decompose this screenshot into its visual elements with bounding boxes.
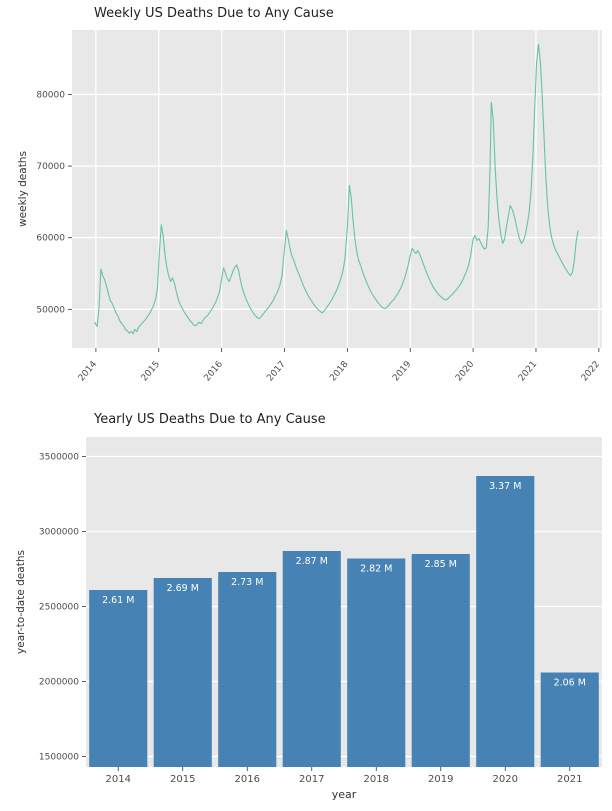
weekly-deaths-line: [94, 43, 579, 335]
x-tick-label: 2021: [557, 774, 582, 785]
x-tick-label: 2021: [517, 360, 539, 384]
bar-2021: [540, 672, 599, 767]
bar-2015: [153, 578, 212, 767]
y-tick-label: 2000000: [39, 678, 79, 688]
bar-2018: [347, 558, 406, 767]
x-tick-label: 2017: [299, 774, 324, 785]
x-tick-label: 2018: [328, 359, 351, 383]
y-tick-label: 50000: [36, 305, 65, 315]
x-tick-label: 2020: [493, 774, 518, 785]
y-tick-label: 1500000: [39, 753, 79, 763]
bar-value-label: 2.61 M: [102, 595, 134, 606]
bar-2017: [282, 551, 341, 767]
bar-value-label: 2.69 M: [167, 583, 199, 594]
bar-value-label: 2.06 M: [554, 678, 586, 689]
y-tick-label: 3500000: [39, 453, 79, 463]
x-axis-label: year: [332, 788, 357, 801]
x-tick-label: 2018: [364, 774, 389, 785]
y-tick-label: 80000: [36, 90, 65, 100]
y-tick-label: 60000: [36, 234, 65, 244]
x-tick-label: 2016: [203, 359, 226, 383]
yearly-chart-title: Yearly US Deaths Due to Any Cause: [94, 412, 326, 427]
x-tick-label: 2014: [77, 359, 100, 383]
x-tick-label: 2014: [106, 774, 131, 785]
y-tick-label: 3000000: [39, 528, 79, 538]
y-tick-label: 70000: [36, 162, 65, 172]
bar-value-label: 2.82 M: [360, 564, 392, 575]
bar-2019: [411, 554, 470, 767]
y-axis-label: year-to-date deaths: [15, 550, 27, 654]
plot-area: [72, 30, 602, 348]
x-tick-label: 2020: [454, 359, 477, 383]
bar-value-label: 2.73 M: [231, 577, 263, 588]
x-tick-label: 2017: [265, 360, 287, 384]
x-tick-label: 2022: [580, 360, 602, 384]
weekly-deaths-figure: Weekly US Deaths Due to Any Cause 50000 6…: [0, 0, 612, 400]
weekly-chart-title: Weekly US Deaths Due to Any Cause: [94, 6, 334, 21]
x-tick-label: 2015: [140, 360, 162, 384]
yearly-deaths-figure: Yearly US Deaths Due to Any Cause 150000…: [0, 400, 612, 811]
x-tick-label: 2019: [428, 774, 453, 785]
bar-2016: [218, 572, 277, 767]
x-tick-label: 2016: [235, 774, 260, 785]
bar-value-label: 2.87 M: [296, 556, 328, 567]
y-axis-label: weekly deaths: [17, 151, 29, 227]
x-tick-label: 2019: [391, 359, 414, 383]
yearly-deaths-bar-chart: 1500000 2000000 2500000 3000000 3500000 2.61 …: [15, 437, 602, 801]
bar-2014: [89, 590, 148, 767]
bar-value-label: 3.37 M: [489, 481, 521, 492]
y-tick-label: 2500000: [39, 603, 79, 613]
bar-2020: [476, 476, 535, 767]
bar-value-label: 2.85 M: [425, 559, 457, 570]
x-tick-label: 2015: [170, 774, 195, 785]
weekly-deaths-line-chart: 50000 60000 70000 80000 2014 2015 2016 2017 2018…: [17, 30, 602, 384]
